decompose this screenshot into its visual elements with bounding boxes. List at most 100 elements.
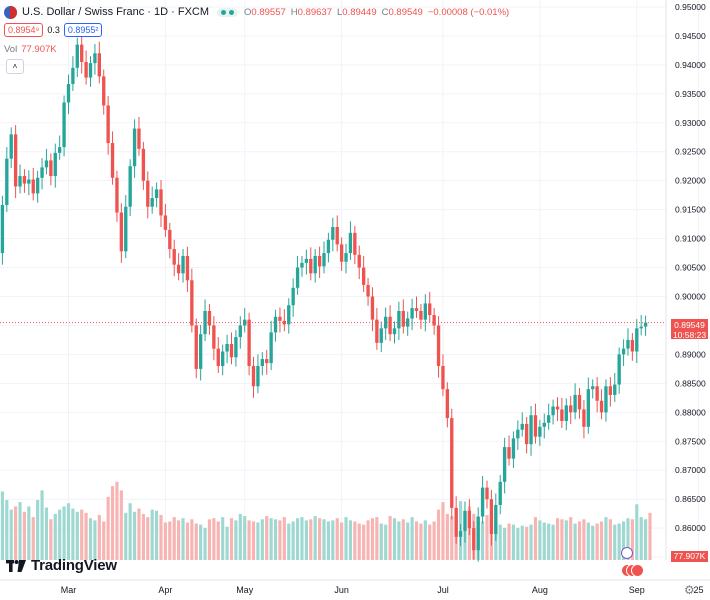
volume-bar — [414, 521, 419, 560]
volume-bar — [313, 516, 317, 560]
candle-body — [533, 415, 538, 437]
volume-bar — [555, 518, 560, 560]
price-axis[interactable]: 0.95000 0.94500 0.94000 0.93500 0.93000 0.925… — [665, 0, 706, 562]
volume-bar — [119, 490, 123, 560]
volume-bar — [516, 527, 520, 560]
volume-bar — [53, 513, 57, 560]
market-status-icon[interactable] — [217, 7, 239, 17]
volume-bar — [595, 523, 599, 560]
candle-body — [256, 365, 260, 387]
volume-bar — [44, 507, 49, 560]
candle-body — [225, 343, 229, 352]
volume-bar — [326, 521, 330, 560]
price-tick-label: 0.93500 — [675, 89, 706, 99]
volume-bar — [309, 519, 313, 560]
candle-body — [190, 280, 194, 326]
candle-body — [300, 262, 304, 268]
volume-bar — [106, 496, 110, 560]
price-tick-label: 0.92500 — [675, 147, 706, 157]
time-axis[interactable]: Mar Apr May Jun Jul Aug Sep 25 — [0, 579, 710, 595]
sell-price-button[interactable]: 0.8954⁹ — [4, 23, 44, 37]
candle-body — [384, 316, 388, 329]
volume-bar — [163, 522, 167, 560]
volume-bar — [423, 520, 427, 560]
candle-body — [511, 438, 516, 459]
volume-bar — [265, 516, 269, 560]
candle-body — [119, 212, 124, 252]
candle-body — [366, 284, 370, 297]
volume-bar — [181, 518, 185, 560]
candle-body — [573, 394, 577, 413]
candle-body — [251, 365, 256, 387]
volume-bar — [146, 517, 150, 560]
candle-body — [216, 348, 220, 366]
candle-body — [238, 325, 242, 338]
candle-body — [309, 258, 313, 274]
volume-bar — [520, 525, 524, 560]
volume-bar — [221, 517, 225, 560]
gear-icon[interactable]: ⚙ — [684, 583, 695, 597]
volume-bar — [366, 520, 370, 560]
volume-bar — [216, 521, 220, 560]
candle-body — [194, 325, 198, 369]
candle-body — [599, 400, 604, 413]
volume-bar — [591, 525, 595, 560]
candle-body — [44, 160, 49, 168]
candle-body — [494, 504, 498, 534]
candle-body — [643, 322, 648, 327]
low-label: L — [336, 6, 343, 18]
volume-bar — [577, 521, 582, 560]
volume-legend[interactable]: Vol 77.907K — [4, 44, 57, 55]
high-value: 0.89637 — [297, 6, 332, 18]
volume-bar — [344, 517, 348, 560]
volume-bar — [150, 509, 154, 560]
price-tick-label: 0.90000 — [675, 292, 706, 302]
volume-bar — [564, 520, 568, 560]
candle-body — [326, 239, 331, 254]
volume-bar — [124, 512, 128, 560]
volume-bar — [260, 519, 264, 560]
candle-body — [146, 180, 150, 207]
volume-bar — [432, 521, 436, 560]
time-tick-label: Mar — [61, 585, 77, 595]
candle-body — [472, 528, 476, 551]
candle-body — [630, 339, 635, 352]
symbol-header[interactable]: U.S. Dollar / Swiss Franc · 1D · FXCM O0… — [4, 4, 514, 20]
volume-bar — [22, 511, 27, 560]
volume-bar — [428, 524, 432, 560]
candle-body — [22, 176, 27, 184]
volume-bar — [62, 506, 66, 560]
buy-price-button[interactable]: 0.8955² — [63, 23, 103, 37]
candle-body — [560, 409, 564, 422]
volume-bar — [18, 502, 22, 560]
candle-body — [273, 316, 278, 333]
volume-bar — [507, 523, 511, 560]
volume-bar — [322, 519, 326, 560]
candle-body — [207, 310, 212, 326]
candle-body — [124, 206, 128, 252]
price-tick-label: 0.87500 — [675, 436, 706, 446]
volume-bar — [225, 526, 229, 560]
candle-body — [339, 244, 344, 262]
us-flag-event-icon[interactable] — [631, 564, 644, 577]
candle-body — [5, 158, 9, 206]
volume-bar — [177, 520, 181, 560]
tradingview-logo[interactable]: TradingView — [6, 557, 117, 574]
chevron-up-icon[interactable]: ˄ — [6, 59, 24, 74]
volume-bar — [569, 517, 573, 560]
volume-bar — [547, 523, 551, 560]
dividend-icon[interactable] — [621, 547, 633, 559]
volume-bar — [115, 481, 119, 560]
candle-body — [159, 189, 163, 216]
logo-text: TradingView — [31, 557, 117, 574]
volume-bar — [71, 508, 75, 560]
candle-body — [84, 61, 88, 78]
volume-bar — [207, 519, 212, 560]
candle-body — [569, 405, 573, 413]
volume-bar — [511, 524, 516, 560]
price-tick-label: 0.93000 — [675, 118, 706, 128]
candle-body — [529, 415, 533, 445]
volume-bar — [128, 503, 132, 560]
symbol-title[interactable]: U.S. Dollar / Swiss Franc · 1D · FXCM — [22, 6, 210, 18]
